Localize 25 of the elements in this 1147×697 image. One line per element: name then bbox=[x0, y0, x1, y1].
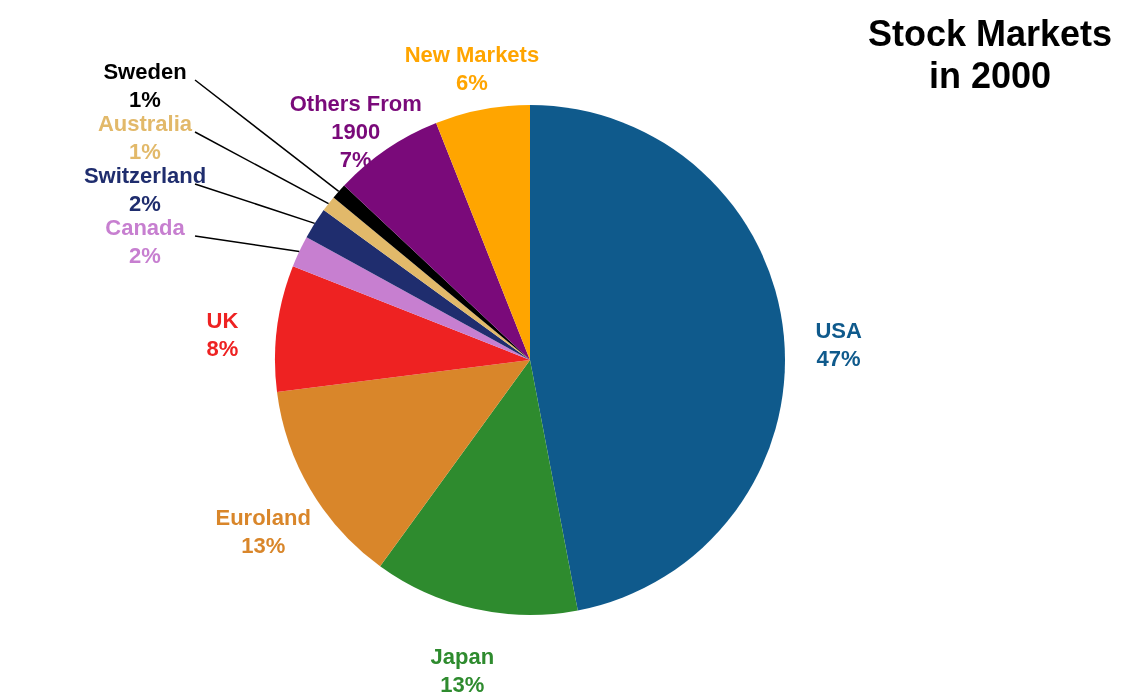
slice-label: New Markets bbox=[404, 42, 540, 68]
pie-slice bbox=[436, 105, 530, 360]
data-label: 13% bbox=[440, 672, 485, 697]
pie-slice bbox=[380, 360, 578, 615]
slice-label: USA bbox=[815, 317, 862, 343]
slice-label: UK bbox=[206, 308, 239, 334]
slice-label: Australia bbox=[97, 111, 193, 137]
data-label: 13% bbox=[241, 532, 286, 558]
slice-label: Sweden bbox=[103, 59, 187, 85]
data-label: 47% bbox=[816, 345, 861, 371]
slice-label: Euroland bbox=[215, 504, 311, 530]
slice-label: Japan bbox=[430, 644, 495, 669]
data-label: 2% bbox=[129, 243, 161, 269]
data-label: 2% bbox=[129, 191, 161, 217]
slice-label: Switzerland bbox=[83, 163, 207, 189]
pie-slice bbox=[275, 266, 530, 392]
pie-slice bbox=[530, 105, 785, 611]
data-label: 6% bbox=[456, 70, 488, 96]
data-label: 8% bbox=[206, 336, 239, 362]
slice-label: Canada bbox=[105, 215, 186, 241]
data-label: 1% bbox=[129, 87, 161, 113]
text: Stock Markets in 2000 bbox=[867, 13, 1113, 96]
data-label: 1% bbox=[129, 139, 161, 165]
pie-slice bbox=[292, 237, 530, 360]
slice-label: Others From 1900 bbox=[289, 90, 422, 144]
